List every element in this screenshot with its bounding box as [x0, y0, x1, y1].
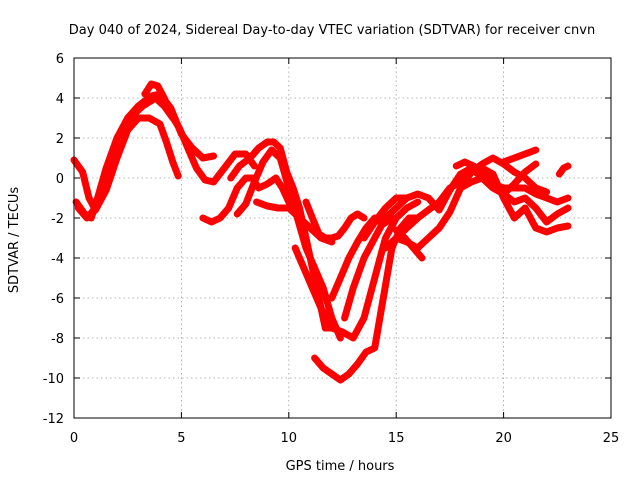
series-trace-q [452, 158, 572, 226]
series-trace-k [302, 198, 368, 242]
series-trace-i [291, 198, 422, 342]
grid-lines [74, 58, 611, 418]
plot-frame [73, 57, 612, 419]
series-trace-m [341, 194, 411, 322]
series-trace-a [70, 114, 182, 214]
y-tick-label: -2 [51, 212, 64, 227]
y-axis-ticks: -12 -10 -8 -6 -4 -2 0 2 4 6 [43, 52, 611, 427]
axes [73, 57, 612, 419]
series-trace-j [311, 214, 422, 384]
x-tick-label: 10 [281, 431, 298, 446]
series-trace-c [74, 94, 177, 222]
y-tick-label: 0 [56, 172, 64, 187]
x-tick-label: 0 [70, 431, 78, 446]
y-tick-label: 2 [56, 132, 64, 147]
x-axis-label: GPS time / hours [286, 459, 395, 474]
data-series [70, 80, 572, 384]
x-tick-label: 20 [495, 431, 512, 446]
y-tick-label: -6 [51, 292, 64, 307]
chart-title: Day 040 of 2024, Sidereal Day-to-day VTE… [69, 23, 595, 38]
series-trace-f [233, 146, 344, 342]
y-tick-label: -8 [51, 332, 64, 347]
x-tick-label: 5 [177, 431, 185, 446]
series-trace-r [392, 226, 426, 262]
y-axis-label: SDTVAR / TECUs [7, 187, 22, 294]
series-trace-e [199, 174, 293, 226]
x-axis-ticks: 0 5 10 15 20 25 [70, 58, 619, 446]
series-trace-s [457, 174, 572, 206]
y-tick-label: -4 [51, 252, 64, 267]
y-tick-label: -12 [43, 412, 64, 427]
y-tick-label: 4 [56, 92, 64, 107]
y-tick-label: -10 [43, 372, 64, 387]
y-tick-label: 6 [56, 52, 64, 67]
x-tick-label: 15 [388, 431, 405, 446]
series-trace-u [555, 162, 572, 178]
series-trace-d [141, 80, 258, 186]
series-trace-t [500, 146, 540, 166]
x-tick-label: 25 [603, 431, 620, 446]
series-trace-g [227, 138, 336, 332]
